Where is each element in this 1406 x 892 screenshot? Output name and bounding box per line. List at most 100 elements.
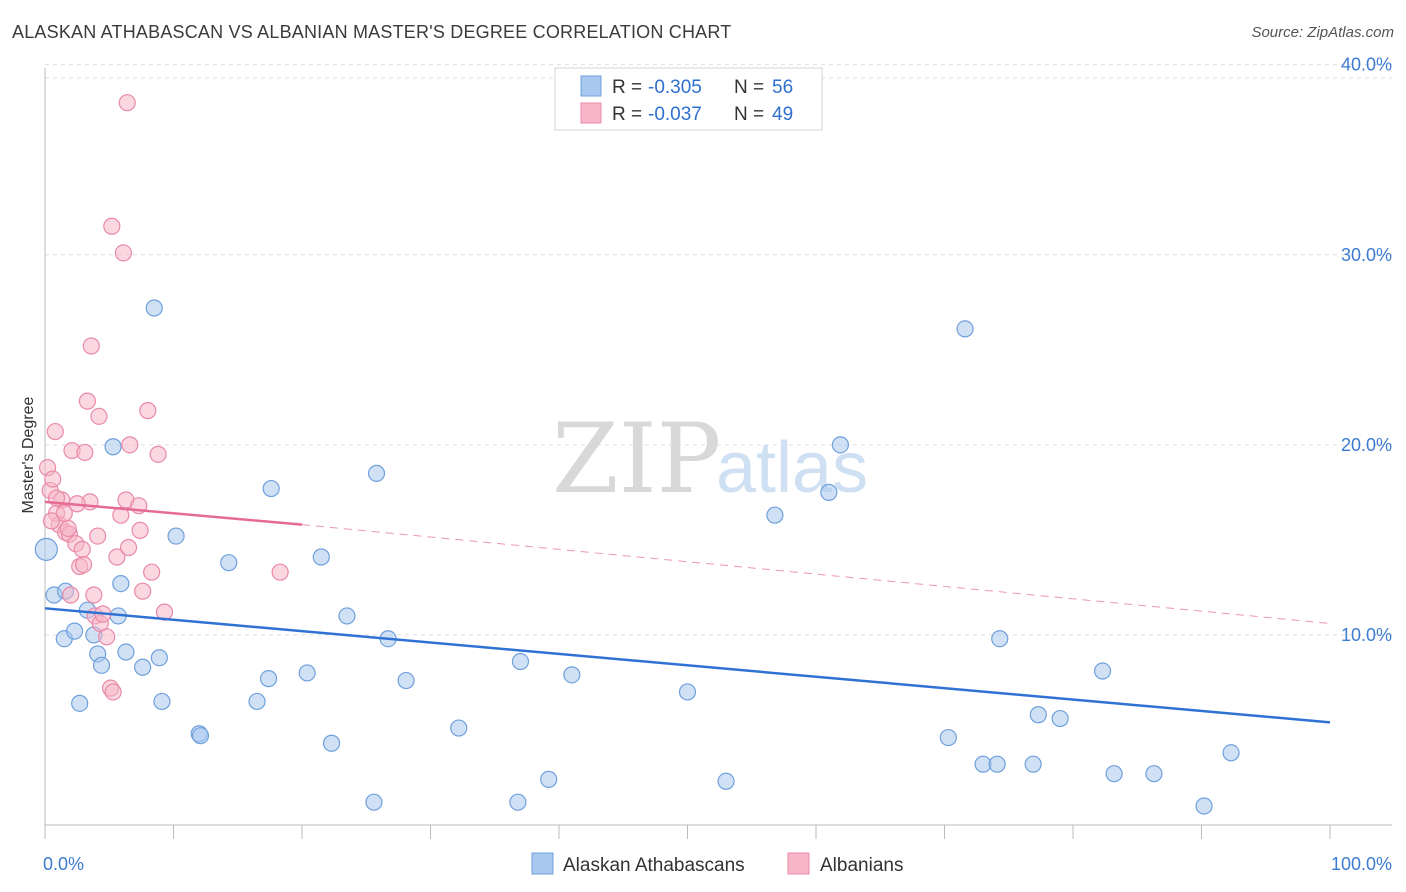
- athabascan-point-35: [511, 652, 530, 671]
- athabascan-point-5: [71, 694, 89, 712]
- athabascan-point-13: [117, 643, 135, 661]
- x-tick-label-max: 100.0%: [1331, 854, 1392, 874]
- correlation-legend: R = -0.305 N = 56 R = -0.037 N = 49: [554, 67, 823, 131]
- albanian-point-17: [78, 392, 97, 410]
- legend-r-value-1: -0.305: [648, 77, 702, 98]
- athabascan-point-42: [831, 436, 850, 454]
- athabascan-point-16: [150, 649, 168, 667]
- athabascan-point-41: [820, 483, 838, 501]
- albanian-point-10: [62, 586, 80, 604]
- trend-line-athabascan: [44, 607, 1331, 724]
- athabascan-point-12: [112, 575, 130, 593]
- albanian-point-30: [108, 548, 126, 566]
- albanian-point-38: [131, 521, 149, 539]
- y-tick-label-10: 10.0%: [1341, 625, 1392, 645]
- albanian-point-14: [73, 540, 91, 558]
- albanian-point-19: [82, 337, 100, 355]
- athabascan-point-29: [365, 793, 383, 811]
- athabascan-point-37: [563, 666, 581, 684]
- albanian-point-3: [46, 422, 64, 441]
- series-alaskan-athabascans: [34, 299, 1240, 815]
- athabascan-point-10: [104, 438, 122, 456]
- watermark-zip: ZIP: [552, 403, 721, 515]
- legend-swatch-athabascan: [580, 75, 602, 97]
- athabascan-point-23: [259, 670, 278, 688]
- trend-line-albanian-extrapolated: [301, 524, 1331, 625]
- x-tick-label-min: 0.0%: [43, 854, 84, 874]
- athabascan-point-18: [167, 527, 185, 545]
- albanian-point-26: [98, 628, 116, 646]
- y-tick-label-30: 30.0%: [1341, 245, 1392, 265]
- athabascan-point-38: [678, 683, 697, 701]
- athabascan-point-30: [367, 464, 386, 482]
- albanian-point-46: [59, 519, 77, 538]
- athabascan-point-20: [191, 727, 210, 745]
- legend-n-value-1: 56: [772, 77, 793, 98]
- bottom-legend-swatch-athabascan: [531, 852, 554, 875]
- legend-r-value-2: -0.037: [648, 104, 702, 125]
- athabascan-point-48: [1024, 755, 1042, 773]
- albanian-point-16: [76, 443, 94, 462]
- albanian-point-40: [143, 563, 161, 581]
- athabascan-point-4: [65, 622, 84, 640]
- legend-n-value-2: 49: [772, 104, 793, 125]
- bottom-legend-label-albanian: Albanians: [820, 855, 903, 876]
- albanian-point-32: [114, 244, 132, 262]
- y-tick-label-40: 40.0%: [1341, 55, 1392, 75]
- albanian-point-29: [104, 683, 122, 701]
- chart-title: ALASKAN ATHABASCAN VS ALBANIAN MASTER'S …: [12, 22, 732, 42]
- athabascan-point-32: [397, 671, 415, 690]
- trend-line-albanian: [44, 500, 303, 526]
- albanian-point-44: [271, 563, 289, 581]
- axes: [44, 68, 1392, 839]
- albanian-point-39: [134, 582, 152, 600]
- athabascan-point-34: [509, 793, 527, 811]
- athabascan-point-36: [540, 770, 558, 788]
- albanian-point-34: [119, 538, 138, 557]
- athabascan-point-17: [153, 692, 171, 711]
- albanian-point-15: [74, 555, 93, 574]
- y-tick-label-20: 20.0%: [1341, 435, 1392, 455]
- albanian-point-48: [42, 512, 61, 530]
- athabascan-point-54: [1195, 797, 1213, 815]
- athabascan-point-26: [312, 548, 330, 566]
- albanian-point-42: [149, 445, 167, 463]
- albanian-point-36: [118, 94, 136, 112]
- athabascan-point-47: [991, 630, 1009, 648]
- albanian-point-23: [90, 407, 108, 425]
- athabascan-point-24: [262, 479, 280, 498]
- source-credit: Source: ZipAtlas.com: [1251, 24, 1394, 41]
- albanian-point-22: [89, 527, 107, 545]
- athabascan-point-33: [450, 719, 468, 737]
- athabascan-point-14: [134, 658, 152, 676]
- y-tick-labels: 10.0% 20.0% 30.0% 40.0%: [1341, 55, 1392, 645]
- athabascan-point-44: [956, 320, 974, 338]
- athabascan-point-0: [34, 537, 58, 561]
- gridlines: [45, 64, 1392, 636]
- athabascan-point-50: [1051, 709, 1069, 728]
- athabascan-point-51: [1093, 662, 1112, 680]
- bottom-legend-label-athabascan: Alaskan Athabascans: [563, 855, 745, 876]
- legend-r-label-1: R =: [612, 77, 642, 98]
- albanian-point-2: [44, 470, 62, 488]
- athabascan-point-15: [145, 299, 163, 317]
- athabascan-point-27: [322, 734, 341, 752]
- series-albanians: [38, 94, 289, 701]
- athabascan-point-49: [1029, 706, 1047, 724]
- athabascan-point-22: [248, 692, 266, 711]
- albanian-point-35: [121, 436, 139, 454]
- legend-swatch-albanian: [580, 102, 602, 124]
- athabascan-point-40: [766, 506, 784, 524]
- athabascan-point-28: [338, 607, 356, 625]
- series-legend: Alaskan Athabascans Albanians: [531, 852, 903, 876]
- albanian-point-41: [139, 402, 157, 420]
- legend-r-label-2: R =: [612, 104, 642, 125]
- trend-lines: [44, 500, 1331, 724]
- athabascan-point-55: [1222, 744, 1240, 762]
- albanian-point-20: [85, 586, 103, 604]
- athabascan-point-46: [988, 755, 1006, 773]
- albanian-point-28: [103, 217, 121, 235]
- athabascan-point-43: [939, 728, 957, 747]
- y-axis-label: Master's Degree: [20, 396, 37, 513]
